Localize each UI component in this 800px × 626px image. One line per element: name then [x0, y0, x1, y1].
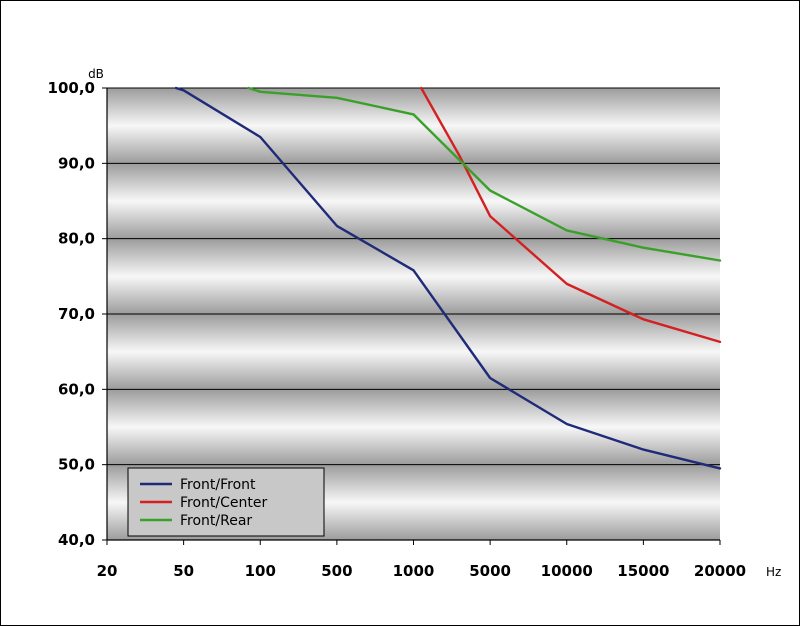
series-line-front-front: [174, 86, 722, 470]
x-tick-label: 10000: [541, 562, 593, 580]
series-line-front-center: [420, 86, 722, 344]
plot-band: [107, 389, 720, 465]
y-tick-labels: 40,0 50,0 60,0 70,0 80,0 90,0 100,0: [48, 79, 95, 549]
x-tick-label: 20: [97, 562, 118, 580]
y-tick-label: 70,0: [58, 305, 95, 323]
x-tick-labels: 20 50 100 500 1000 5000 10000 15000 20000: [97, 562, 747, 580]
legend-label: Front/Center: [180, 495, 267, 511]
axes: [102, 87, 721, 545]
legend-label: Front/Front: [180, 477, 256, 493]
x-tick-label: 1000: [393, 562, 435, 580]
x-tick-label: 50: [173, 562, 194, 580]
y-tick-label: 50,0: [58, 456, 95, 474]
y-tick-label: 100,0: [48, 79, 95, 97]
plot-band: [107, 163, 720, 239]
legend: Front/Front Front/Center Front/Rear: [127, 467, 325, 537]
x-tick-label: 5000: [469, 562, 511, 580]
x-tick-label: 20000: [694, 562, 746, 580]
x-tick-label: 500: [321, 562, 352, 580]
series-lines: [174, 86, 722, 470]
plot-band: [107, 314, 720, 390]
plot-band: [107, 238, 720, 314]
series-line-front-rear: [247, 86, 722, 262]
y-tick-label: 60,0: [58, 380, 95, 398]
y-tick-label: 90,0: [58, 154, 95, 172]
plot-band: [107, 88, 720, 164]
y-tick-label: 40,0: [58, 531, 95, 549]
x-tick-label: 15000: [617, 562, 669, 580]
legend-label: Front/Rear: [180, 513, 252, 529]
x-tick-label: 100: [245, 562, 276, 580]
y-axis-label: dB: [88, 67, 104, 81]
y-tick-label: 80,0: [58, 230, 95, 248]
x-axis-label: Hz: [766, 565, 781, 579]
